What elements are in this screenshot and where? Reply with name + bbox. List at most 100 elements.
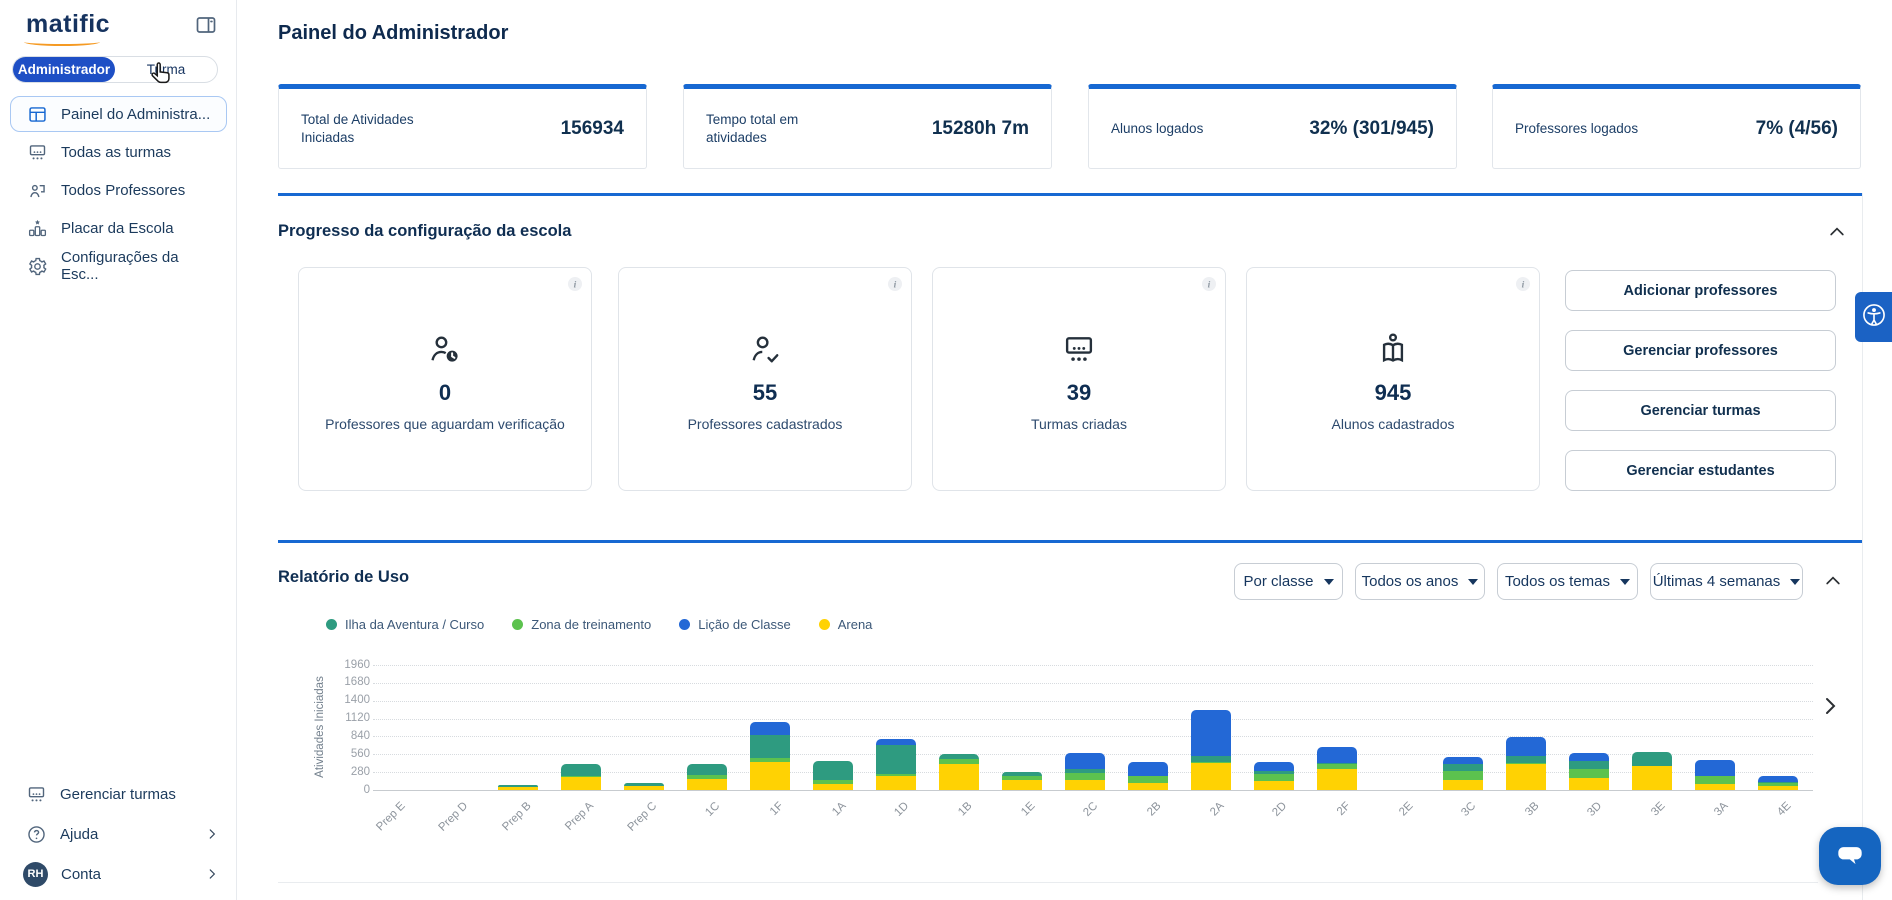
filter-dropdown[interactable]: Todos os temas	[1497, 563, 1638, 600]
x-axis-tick-label: Prep B	[500, 800, 534, 834]
bar-segment	[1443, 780, 1483, 790]
bar-segment	[1002, 772, 1042, 777]
legend-label: Lição de Classe	[698, 617, 791, 632]
bar-segment	[1002, 776, 1042, 781]
bar-segment	[1506, 756, 1546, 763]
section-bottom-divider	[278, 882, 1818, 883]
accessibility-widget-button[interactable]	[1855, 292, 1892, 342]
chart-gridline	[373, 665, 1813, 666]
usage-collapse-chevron-up-icon[interactable]	[1823, 571, 1843, 591]
role-toggle: Administrador Turma	[12, 56, 218, 83]
bar-segment	[1317, 763, 1357, 764]
sidebar-footer-item[interactable]: Gerenciar turmas	[10, 774, 227, 814]
bar-segment	[624, 782, 664, 786]
x-axis-tick-label: Prep D	[436, 800, 471, 834]
bar-segment	[1695, 775, 1735, 777]
filter-dropdown[interactable]: Últimas 4 semanas	[1650, 563, 1803, 600]
gerenciar-turmas-button[interactable]: Gerenciar turmas	[1565, 390, 1836, 431]
info-icon[interactable]: i	[1201, 276, 1217, 292]
stacked-bar-1b	[939, 753, 979, 790]
content-right-edge	[1862, 193, 1863, 900]
bar-segment	[1317, 763, 1357, 769]
legend-item[interactable]: Lição de Classe	[679, 617, 791, 632]
filter-dropdown[interactable]: Todos os anos	[1355, 563, 1485, 600]
bar-segment	[1443, 771, 1483, 781]
setup-card-value: 945	[1374, 380, 1412, 405]
bar-segment	[1758, 782, 1798, 786]
sidebar-footer-label: Ajuda	[60, 825, 99, 843]
info-icon[interactable]: i	[887, 276, 903, 292]
bar-segment	[1758, 776, 1798, 783]
y-axis-tick-label: 1680	[344, 676, 370, 689]
chat-bubble-icon	[1833, 837, 1867, 876]
setup-card: i 55 Professores cadastrados	[618, 267, 912, 491]
bar-segment	[750, 761, 790, 790]
filter-dropdown[interactable]: Por classe	[1234, 563, 1343, 600]
setup-card: i 0 Professores que aguardam verificação	[298, 267, 592, 491]
chat-widget-button[interactable]	[1819, 827, 1881, 885]
gerenciar-professores-button[interactable]: Gerenciar professores	[1565, 330, 1836, 371]
info-icon[interactable]: i	[1515, 276, 1531, 292]
usage-bar-chart: 0 280 560 840 1120 1400 1680 1960 Atividades Ini…	[300, 648, 1845, 863]
stacked-bar-prep-b	[498, 784, 538, 790]
bar-segment	[1695, 784, 1735, 790]
bar-segment	[1191, 756, 1231, 762]
setup-card-label: Alunos cadastrados	[1331, 416, 1455, 432]
bar-segment	[1254, 761, 1294, 771]
setup-card: i 945 Alunos cadastrados	[1246, 267, 1540, 491]
sidebar-footer-label: Gerenciar turmas	[60, 785, 176, 803]
setup-card-value: 39	[1066, 380, 1092, 405]
caret-down-icon	[1620, 578, 1631, 585]
bar-segment	[1191, 761, 1231, 764]
bar-segment	[498, 784, 538, 787]
sidebar-collapse-icon[interactable]	[194, 13, 218, 37]
caret-down-icon	[1323, 578, 1334, 585]
sidebar-item[interactable]: Todas as turmas	[10, 134, 227, 170]
bar-segment	[1002, 780, 1042, 790]
sidebar-item-label: Placar da Escola	[61, 219, 174, 237]
setup-collapse-chevron-up-icon[interactable]	[1827, 222, 1847, 242]
sidebar-footer-item[interactable]: RH Conta	[10, 854, 227, 894]
bar-segment	[750, 758, 790, 762]
info-icon[interactable]: i	[567, 276, 583, 292]
bar-segment	[876, 744, 916, 775]
legend-dot	[679, 619, 691, 630]
bar-segment	[1758, 782, 1798, 783]
sidebar-item[interactable]: Placar da Escola	[10, 210, 227, 246]
role-toggle-turma[interactable]: Turma	[146, 62, 186, 77]
bar-segment	[1569, 768, 1609, 778]
chart-next-chevron-right-icon[interactable]	[1818, 694, 1842, 718]
bar-segment	[498, 786, 538, 790]
x-axis-tick-label: 1B	[956, 800, 975, 819]
bar-segment	[813, 760, 853, 781]
legend-item[interactable]: Arena	[818, 617, 872, 632]
x-axis-tick-label: 3E	[1649, 800, 1668, 819]
caret-down-icon	[1790, 578, 1801, 585]
sidebar-item[interactable]: Todos Professores	[10, 172, 227, 208]
legend-dot	[818, 619, 830, 630]
bar-segment	[1317, 746, 1357, 764]
bar-segment	[1632, 752, 1672, 767]
legend-item[interactable]: Ilha da Aventura / Curso	[326, 617, 484, 632]
role-toggle-administrador[interactable]: Administrador	[13, 57, 115, 82]
y-axis-tick-label: 1960	[344, 658, 370, 671]
bar-segment	[687, 778, 727, 790]
gerenciar-estudantes-button[interactable]: Gerenciar estudantes	[1565, 450, 1836, 491]
filter-dropdown-value: Todos os temas	[1504, 573, 1611, 590]
stacked-bar-1d	[876, 738, 916, 790]
sidebar: matific Administrador Turma Painel do Ad…	[0, 0, 237, 900]
legend-item[interactable]: Zona de treinamento	[512, 617, 651, 632]
stat-card: Professores logados 7% (4/56)	[1492, 84, 1861, 169]
y-axis-tick-label: 0	[363, 783, 370, 796]
bar-segment	[876, 738, 916, 745]
section-divider	[278, 193, 1862, 196]
x-axis-tick-label: 3A	[1712, 800, 1731, 819]
bar-segment	[939, 758, 979, 764]
sidebar-item[interactable]: Configurações da Esc...	[10, 248, 227, 284]
sidebar-footer-item[interactable]: Ajuda	[10, 814, 227, 854]
adicionar-professores-button[interactable]: Adicionar professores	[1565, 270, 1836, 311]
x-axis-tick-label: 3B	[1523, 800, 1542, 819]
y-axis-tick-label: 840	[350, 729, 370, 742]
accessibility-icon	[1861, 302, 1887, 333]
sidebar-item[interactable]: Painel do Administra...	[10, 96, 227, 132]
